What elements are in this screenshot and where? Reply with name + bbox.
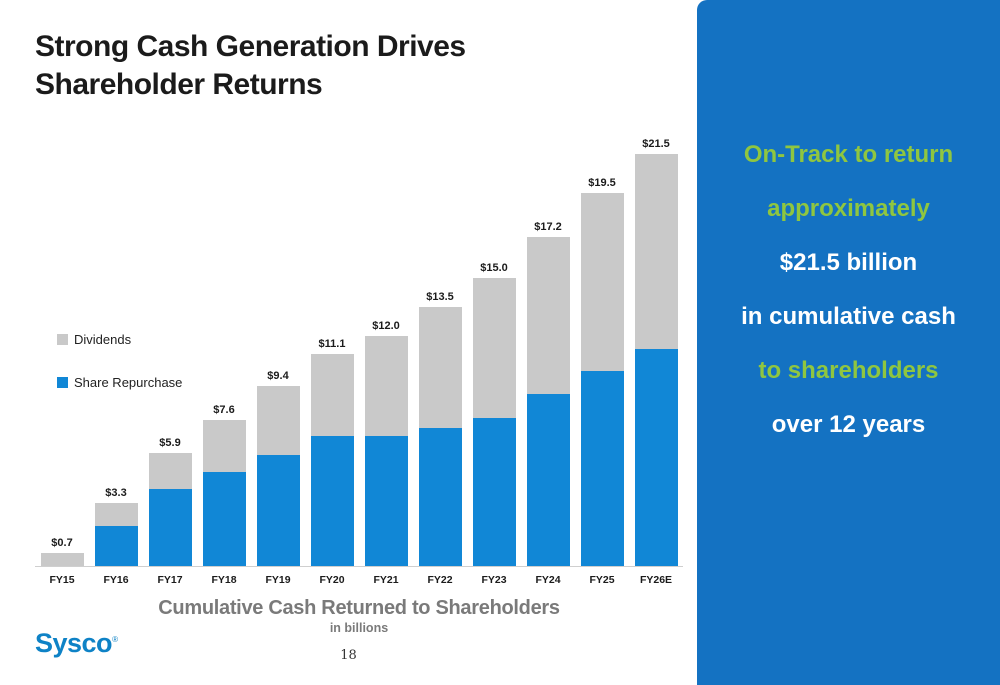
bar-column: $7.6 <box>197 404 251 566</box>
bar-column: $17.2 <box>521 221 575 566</box>
bar-total-label: $15.0 <box>480 262 508 274</box>
bar-total-label: $11.1 <box>318 338 346 350</box>
chart-caption-title: Cumulative Cash Returned to Shareholders <box>158 597 560 619</box>
chart-x-axis: FY15 FY16 FY17 FY18 FY19 FY20 FY21 FY22 FY23 FY24… <box>35 567 683 586</box>
slide-title-line1: Strong Cash Generation Drives <box>35 30 466 63</box>
bar-total-label: $7.6 <box>213 404 235 416</box>
dividends-segment <box>634 154 678 349</box>
dividends-segment <box>202 420 246 472</box>
dividends-segment <box>310 354 354 436</box>
dividends-segment <box>94 503 138 526</box>
sysco-logo-text: Sysco <box>35 628 113 658</box>
bar-total-label: $21.5 <box>642 138 670 150</box>
dividends-segment <box>256 386 300 455</box>
chart-caption: Cumulative Cash Returned to Shareholders… <box>35 597 683 635</box>
dividends-segment <box>418 307 462 428</box>
share-repurchase-swatch-icon <box>57 377 68 388</box>
bar-column: $15.0 <box>467 262 521 566</box>
sysco-logo: Sysco® <box>35 628 118 659</box>
x-axis-tick-label: FY19 <box>265 574 291 586</box>
chart-legend: Dividends Share Repurchase <box>57 332 182 418</box>
legend-item-dividends: Dividends <box>57 332 182 347</box>
dividends-segment <box>40 553 84 566</box>
legend-label-share-repurchase: Share Repurchase <box>74 375 183 390</box>
bar-column: $12.0 <box>359 320 413 566</box>
main-content-area: Strong Cash Generation Drives Shareholde… <box>35 28 683 663</box>
panel-line: over 12 years <box>771 411 926 438</box>
bar-total-label: $12.0 <box>372 320 400 332</box>
x-axis-tick-label: FY18 <box>211 574 237 586</box>
dividends-swatch-icon <box>57 334 68 345</box>
chart-caption-subtitle: in billions <box>329 621 389 635</box>
dividends-segment <box>580 193 624 371</box>
share-repurchase-segment <box>148 489 192 566</box>
bar-column: $3.3 <box>89 487 143 566</box>
panel-line: in cumulative cash <box>741 303 956 330</box>
share-repurchase-segment <box>202 472 246 566</box>
share-repurchase-segment <box>634 349 678 566</box>
slide-title-line2: Shareholder Returns <box>35 68 323 101</box>
bar-column: $11.1 <box>305 338 359 566</box>
bar-total-label: $17.2 <box>534 221 562 233</box>
x-axis-tick-label: FY21 <box>373 574 399 586</box>
bar-column: $5.9 <box>143 437 197 566</box>
dividends-segment <box>148 453 192 489</box>
chart-plot-area: $0.7 $3.3 $5.9 $7.6 $9.4 $11.1 $12.0 $13.5 $15.0… <box>35 128 683 567</box>
x-axis-tick-label: FY16 <box>103 574 129 586</box>
legend-item-share-repurchase: Share Repurchase <box>57 375 182 390</box>
dividends-segment <box>526 237 570 394</box>
dividends-segment <box>364 336 408 436</box>
share-repurchase-segment <box>580 371 624 566</box>
bar-column: $0.7 <box>35 537 89 566</box>
x-axis-tick-label: FY24 <box>535 574 561 586</box>
x-axis-tick-label: FY22 <box>427 574 453 586</box>
registered-trademark-icon: ® <box>112 635 118 644</box>
bar-total-label: $3.3 <box>105 487 127 499</box>
share-repurchase-segment <box>364 436 408 566</box>
dividends-segment <box>472 278 516 418</box>
panel-line: $21.5 billion <box>779 249 918 276</box>
share-repurchase-segment <box>418 428 462 566</box>
bar-total-label: $13.5 <box>426 291 454 303</box>
x-axis-tick-label: FY20 <box>319 574 345 586</box>
bar-total-label: $9.4 <box>267 370 289 382</box>
stacked-bar-chart: $0.7 $3.3 $5.9 $7.6 $9.4 $11.1 $12.0 $13.5 $15.0… <box>35 128 683 586</box>
legend-label-dividends: Dividends <box>74 332 132 347</box>
x-axis-tick-label: FY15 <box>49 574 75 586</box>
share-repurchase-segment <box>310 436 354 566</box>
panel-text: On-Track to return approximately $21.5 bil… <box>697 128 1000 452</box>
bar-total-label: $19.5 <box>588 177 616 189</box>
x-axis-tick-label: FY26E <box>639 574 673 586</box>
bar-column: $13.5 <box>413 291 467 566</box>
slide-title: Strong Cash Generation Drives Shareholde… <box>35 28 655 104</box>
share-repurchase-segment <box>526 394 570 566</box>
bar-column: $19.5 <box>575 177 629 566</box>
bar-total-label: $5.9 <box>159 437 181 449</box>
page-number: 18 <box>340 648 357 663</box>
panel-line: approximately <box>767 195 930 222</box>
panel-line: On-Track to return <box>743 141 954 168</box>
bar-column: $21.5 <box>629 138 683 566</box>
share-repurchase-segment <box>472 418 516 566</box>
x-axis-tick-label: FY25 <box>589 574 615 586</box>
share-repurchase-segment <box>94 526 138 566</box>
bar-column: $9.4 <box>251 370 305 566</box>
share-repurchase-segment <box>256 455 300 566</box>
bar-total-label: $0.7 <box>51 537 73 549</box>
x-axis-tick-label: FY17 <box>157 574 183 586</box>
highlight-panel: On-Track to return approximately $21.5 bil… <box>697 0 1000 685</box>
x-axis-tick-label: FY23 <box>481 574 507 586</box>
panel-line: to shareholders <box>758 357 939 384</box>
